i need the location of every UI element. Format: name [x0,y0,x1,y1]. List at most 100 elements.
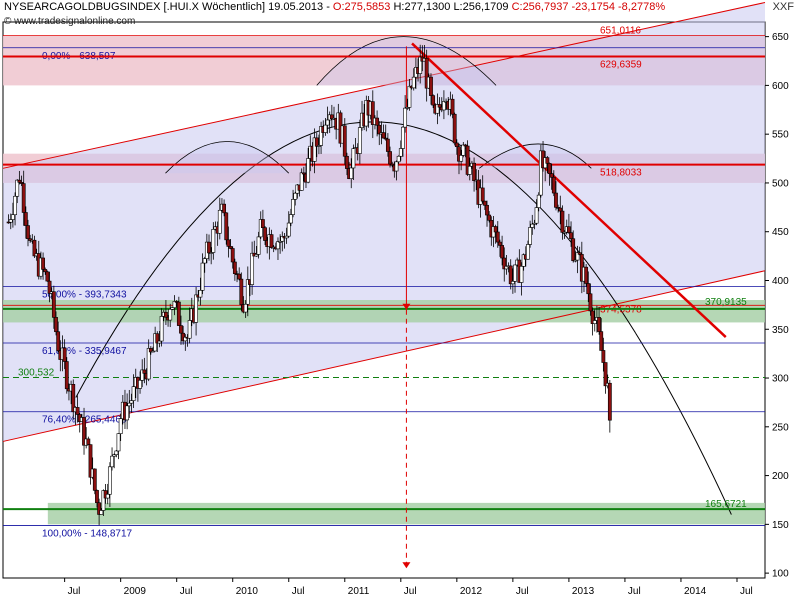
x-tick-label-2: Jul [180,586,193,597]
candle-body-16 [41,257,45,270]
candle-body-93 [207,241,211,254]
candle-body-147 [323,124,328,133]
candle-body-279 [607,382,612,421]
y-tick-label-3: 250 [772,422,789,433]
candle-body-40 [92,468,97,491]
candle-body-110 [243,303,248,313]
candle-body-246 [536,194,541,208]
candle-body-49 [112,454,117,457]
candle-body-130 [286,222,291,237]
candle-body-184 [403,107,408,128]
candle-body-104 [230,248,235,263]
candle-body-207 [452,113,457,144]
candle-body-55 [125,405,130,421]
candle-body-27 [64,361,69,390]
candle-body-98 [217,209,222,234]
candle-body-264 [575,252,580,261]
level-label-11: 100,00% - 148,8717 [42,528,133,539]
candle-body-82 [183,336,188,342]
candle-body-46 [105,493,110,499]
candle-body-270 [588,293,593,312]
candle-body-234 [510,281,515,285]
level-label-3: 518,8033 [600,168,642,179]
candle-body-253 [551,176,556,194]
candle-body-125 [276,241,280,250]
candle-body-136 [299,172,304,191]
candle-body-103 [228,246,233,249]
high-value: H:277,1300 [393,1,451,13]
candle-body-2 [11,214,15,220]
candle-body-144 [317,145,321,147]
candle-body-148 [325,119,330,126]
candle-body-63 [142,369,147,374]
candle-body-47 [107,466,112,495]
candle-body-73 [164,311,168,318]
candle-body-23 [56,331,61,352]
chart-header: NYSEARCAGOLDBUGSINDEX [.HUI.X Wöchentlic… [4,1,666,13]
candle-body-220 [480,187,485,202]
candle-body-119 [263,227,267,241]
y-tick-label-4: 300 [772,374,789,385]
candle-body-209 [457,146,461,162]
candle-body-172 [377,124,382,135]
trend-channel-fill [3,2,765,442]
candle-body-65 [146,348,151,380]
x-tick-label-10: Jul [628,586,641,597]
candle-body-95 [211,229,216,253]
candle-body-70 [157,340,162,344]
candle-body-22 [54,317,58,333]
candle-body-37 [86,438,91,445]
candle-body-41 [95,490,99,504]
candle-body-213 [465,145,470,175]
candle-body-84 [187,320,192,339]
x-tick-label-7: 2012 [460,586,483,597]
candle-body-35 [82,417,86,446]
candle-body-18 [45,271,50,282]
candle-body-159 [349,167,354,179]
candle-body-127 [280,236,285,242]
candle-body-244 [532,222,537,225]
candle-body-245 [534,207,539,224]
candle-body-43 [99,510,104,515]
candle-body-214 [467,165,472,175]
candle-body-129 [284,235,289,239]
candle-body-30 [71,384,76,413]
candle-body-51 [116,433,121,452]
candle-body-1 [8,219,13,223]
candle-body-175 [383,137,388,140]
y-tick-label-2: 200 [772,471,789,482]
symbol-label: NYSEARCAGOLDBUGSINDEX [.HUI.X Wöchentlic… [4,1,266,13]
candle-body-12 [32,239,37,257]
candle-body-57 [129,400,134,404]
candle-body-94 [209,252,214,254]
candle-body-243 [530,223,535,228]
x-tick-label-0: Jul [68,586,81,597]
change-value: -23,1754 [571,1,615,13]
candle-body-200 [437,104,442,108]
candle-body-250 [545,157,550,164]
candle-body-115 [254,254,259,257]
close-value: C:256,7937 [511,1,569,13]
candle-body-131 [289,214,293,224]
candle-body-19 [47,280,52,294]
candle-body-26 [62,347,67,362]
candle-body-176 [385,138,390,152]
candle-body-174 [381,132,386,139]
y-tick-label-0: 100 [772,569,789,580]
candle-body-247 [538,150,543,196]
candle-body-196 [429,76,433,96]
candle-body-269 [586,283,591,295]
candle-body-76 [170,307,175,310]
candle-body-71 [159,316,164,342]
candle-body-157 [345,155,349,169]
open-value: O:275,5853 [332,1,391,13]
candle-body-194 [424,58,429,89]
projection-arrow-bottom [402,562,411,569]
candle-body-208 [454,142,459,148]
candle-body-105 [232,261,237,275]
candle-body-252 [549,173,554,178]
candle-body-69 [155,333,160,344]
candle-body-156 [342,125,347,157]
rounding-arc [75,121,732,515]
